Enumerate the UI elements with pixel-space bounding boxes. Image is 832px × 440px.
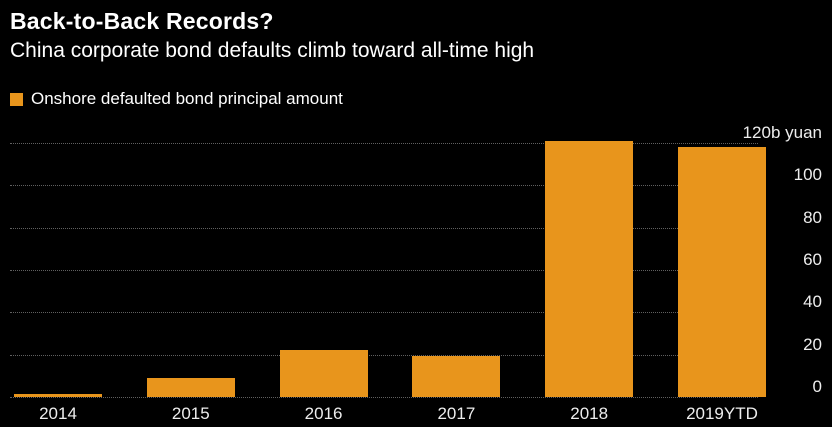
gridline <box>10 227 758 229</box>
y-tick-label: 0 <box>812 377 822 396</box>
gridline <box>10 143 758 144</box>
bar-2015 <box>146 377 235 397</box>
x-axis-label: 2017 <box>437 404 476 423</box>
x-axis-label: 2018 <box>570 404 609 423</box>
y-tick-label: 120b yuan <box>742 123 822 142</box>
bar-2019YTD <box>677 147 766 397</box>
legend-swatch-icon <box>10 92 23 106</box>
y-tick-label: 40 <box>803 292 822 312</box>
bottom-margin <box>0 427 832 440</box>
x-axis: 2014 2015 2016 2017 2018 2019YTD <box>14 404 766 424</box>
y-tick-label: 20 <box>803 334 822 354</box>
legend-label: Onshore defaulted bond principal amount <box>31 89 343 108</box>
gridline <box>10 185 758 187</box>
gridline <box>10 270 758 271</box>
x-axis-label: 2015 <box>171 404 210 423</box>
gridline <box>10 312 758 314</box>
x-axis-label: 2019YTD <box>686 404 758 423</box>
y-tick-label: 60 <box>803 250 822 269</box>
bar-2014 <box>14 393 102 397</box>
y-tick-label: 100 <box>793 165 822 185</box>
bar-2016 <box>279 350 368 397</box>
chart-title: Back-to-Back Records? <box>10 8 274 34</box>
x-axis-label: 2014 <box>39 404 77 423</box>
bar-series <box>14 140 766 397</box>
y-tick-label: 80 <box>803 207 822 227</box>
x-axis-label: 2016 <box>304 404 343 423</box>
bar-2017 <box>412 355 501 397</box>
gridline <box>10 397 758 398</box>
bar-2018 <box>545 140 634 397</box>
gridline <box>10 354 758 356</box>
chart-subtitle: China corporate bond defaults climb towa… <box>10 39 535 62</box>
chart-legend: Onshore defaulted bond principal amount <box>10 89 343 109</box>
